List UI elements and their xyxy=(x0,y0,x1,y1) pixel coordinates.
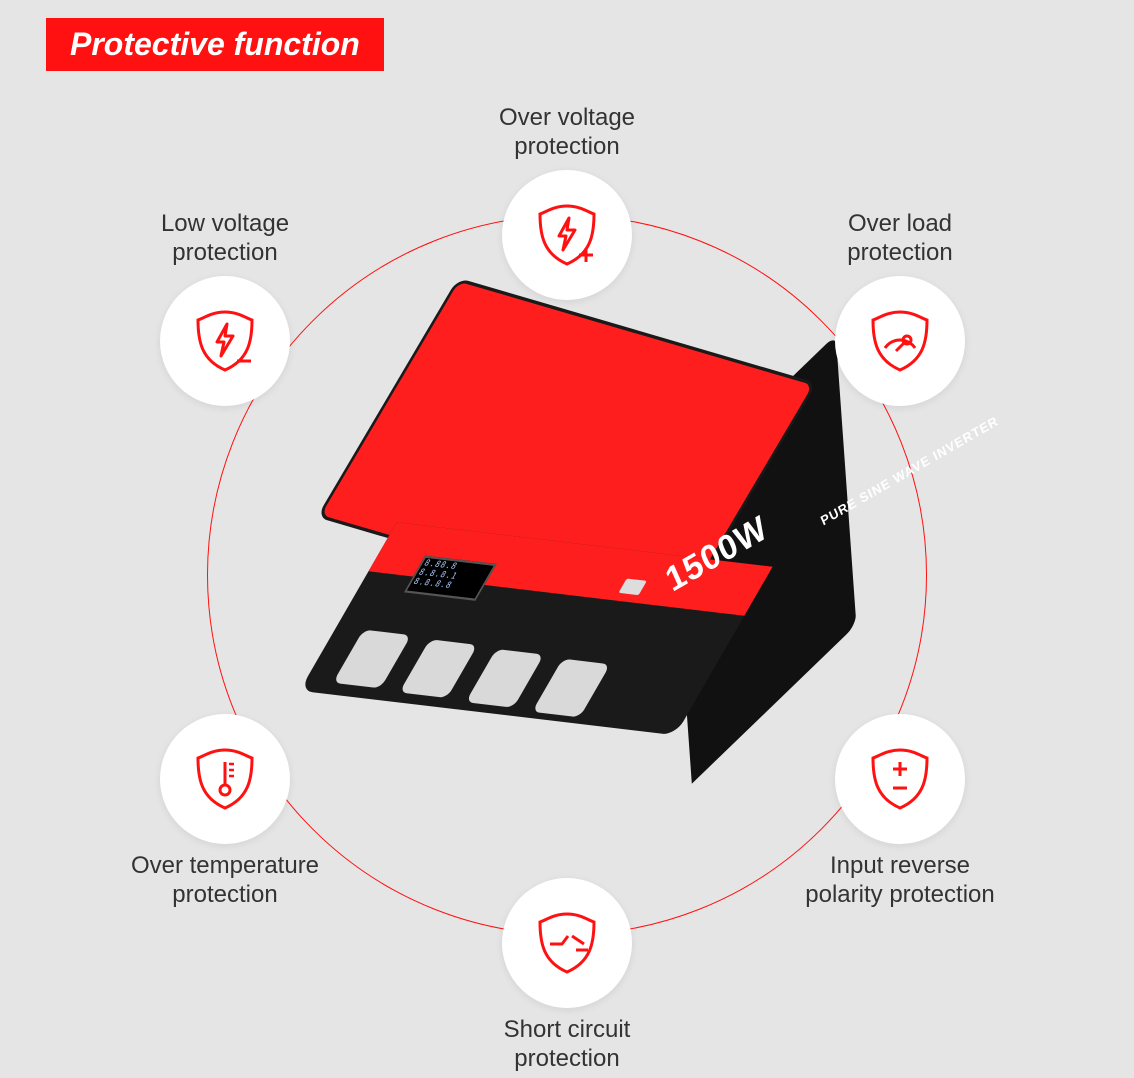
feature-label: Over load protection xyxy=(770,210,1030,268)
feature-input-reverse: Input reverse polarity protection xyxy=(770,706,1030,910)
header-title: Protective function xyxy=(70,26,360,62)
feature-label: Short circuit protection xyxy=(437,1016,697,1074)
feature-over-load: Over load protection xyxy=(770,210,1030,414)
feature-label: Over temperature protection xyxy=(95,852,355,910)
header-banner: Protective function xyxy=(46,18,384,71)
shield-gauge-icon xyxy=(835,276,965,406)
shield-break-icon xyxy=(502,878,632,1008)
feature-label: Low voltage protection xyxy=(95,210,355,268)
shield-temp-icon xyxy=(160,714,290,844)
feature-over-temperature: Over temperature protection xyxy=(95,706,355,910)
feature-low-voltage: Low voltage protection xyxy=(95,210,355,414)
shield-bolt-plus-icon xyxy=(502,170,632,300)
feature-label: Over voltage protection xyxy=(437,104,697,162)
feature-over-voltage: Over voltage protection xyxy=(437,104,697,308)
shield-plus-minus-icon xyxy=(835,714,965,844)
feature-label: Input reverse polarity protection xyxy=(770,852,1030,910)
product-device: 8.88.8 8.8.8.1 8.8.8.8 1500W PURE SINE W… xyxy=(293,321,847,760)
feature-short-circuit: Short circuit protection xyxy=(437,870,697,1074)
shield-bolt-minus-icon xyxy=(160,276,290,406)
